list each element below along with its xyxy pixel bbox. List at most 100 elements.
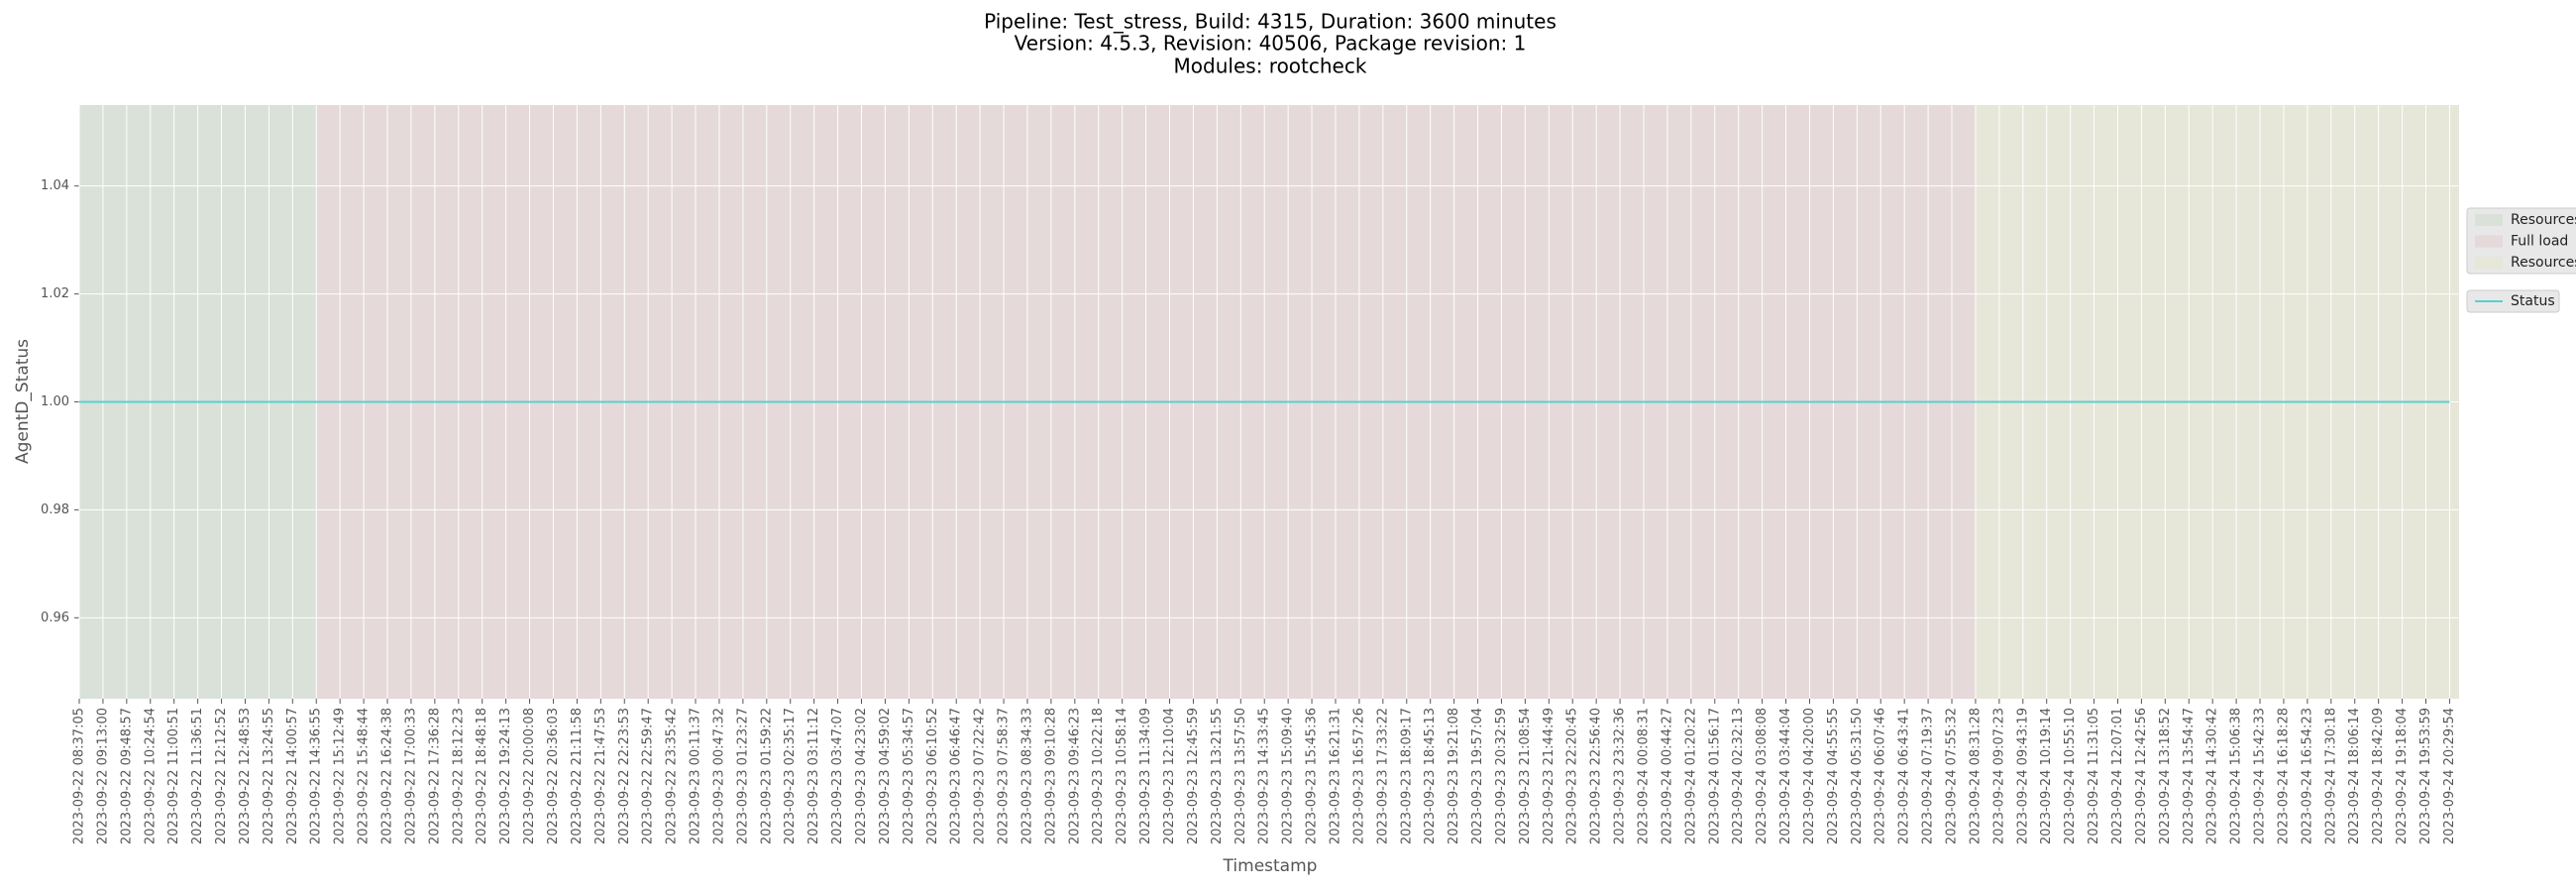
x-tick-label: 2023-09-22 09:48:57 [119,708,134,844]
x-tick-label: 2023-09-22 19:24:13 [498,708,513,844]
x-tick-label: 2023-09-23 11:34:09 [1138,708,1153,844]
x-tick-label: 2023-09-22 16:24:38 [380,708,395,844]
x-tick-label: 2023-09-24 05:31:50 [1850,708,1865,844]
x-tick-label: 2023-09-23 22:56:40 [1589,708,1604,844]
x-tick-label: 2023-09-23 10:22:18 [1091,708,1106,844]
x-tick-label: 2023-09-23 10:58:14 [1115,708,1129,844]
x-tick-label: 2023-09-23 01:59:22 [759,708,774,844]
chart-title: Pipeline: Test_stress, Build: 4315, Dura… [984,10,1556,34]
x-tick-label: 2023-09-24 09:07:23 [1991,708,2006,844]
x-tick-label: 2023-09-22 11:00:51 [166,708,181,844]
x-tick-label: 2023-09-24 19:53:59 [2418,708,2433,844]
x-tick-label: 2023-09-24 03:08:08 [1755,708,1770,844]
x-tick-label: 2023-09-22 15:12:49 [333,708,348,844]
y-tick-label: 1.04 [41,178,69,193]
x-tick-label: 2023-09-24 01:20:22 [1683,708,1698,844]
x-tick-label: 2023-09-24 20:29:54 [2442,708,2457,844]
x-tick-label: 2023-09-22 20:00:08 [522,708,537,844]
x-tick-label: 2023-09-23 01:23:27 [735,708,750,844]
legend-label: Resources [2511,212,2576,228]
y-tick-label: 0.98 [41,502,69,517]
x-tick-label: 2023-09-23 09:10:28 [1043,708,1058,844]
x-tick-label: 2023-09-23 13:21:55 [1210,708,1225,844]
x-tick-label: 2023-09-24 08:31:28 [1968,708,1983,844]
x-tick-label: 2023-09-22 15:48:44 [357,708,372,844]
y-tick-label: 1.00 [41,394,69,409]
x-tick-label: 2023-09-23 07:22:42 [973,708,988,844]
x-tick-label: 2023-09-24 18:06:14 [2347,708,2362,844]
x-tick-label: 2023-09-24 14:30:42 [2205,708,2220,844]
legend-label: Resources [2511,255,2576,271]
x-tick-label: 2023-09-24 15:42:33 [2253,708,2268,844]
x-tick-label: 2023-09-23 00:47:32 [711,708,726,844]
x-tick-label: 2023-09-23 03:47:07 [830,708,845,844]
x-tick-label: 2023-09-23 06:46:47 [949,708,964,844]
x-tick-label: 2023-09-23 19:21:08 [1447,708,1461,844]
x-tick-label: 2023-09-22 23:35:42 [665,708,680,844]
x-tick-label: 2023-09-23 22:20:45 [1565,708,1580,844]
x-tick-label: 2023-09-23 15:45:36 [1305,708,1320,844]
x-tick-label: 2023-09-22 13:24:55 [262,708,276,844]
x-tick-label: 2023-09-22 22:59:47 [641,708,656,844]
x-tick-label: 2023-09-24 13:54:47 [2182,708,2197,844]
x-tick-label: 2023-09-22 14:36:55 [309,708,324,844]
x-tick-label: 2023-09-23 04:23:02 [854,708,869,844]
x-tick-label: 2023-09-24 18:42:09 [2371,708,2386,844]
chart-title: Modules: rootcheck [1174,55,1367,78]
x-tick-label: 2023-09-23 15:09:40 [1281,708,1296,844]
x-tick-label: 2023-09-23 00:11:37 [689,708,703,844]
x-tick-label: 2023-09-23 19:57:04 [1470,708,1485,844]
x-tick-label: 2023-09-24 00:44:27 [1660,708,1674,844]
x-tick-label: 2023-09-22 12:12:52 [214,708,229,844]
x-tick-label: 2023-09-22 11:36:51 [190,708,205,844]
legend-label: Status [2511,293,2555,309]
x-tick-label: 2023-09-23 13:57:50 [1234,708,1248,844]
x-tick-label: 2023-09-23 06:10:52 [925,708,940,844]
x-tick-label: 2023-09-24 07:55:32 [1945,708,1960,844]
legend-swatch [2475,214,2503,226]
x-tick-label: 2023-09-22 21:11:58 [570,708,585,844]
x-tick-label: 2023-09-24 07:19:37 [1921,708,1936,844]
x-tick-label: 2023-09-24 16:18:28 [2276,708,2291,844]
legend-box [2466,289,2560,313]
y-tick-label: 1.02 [41,286,69,301]
x-tick-label: 2023-09-23 12:45:59 [1186,708,1201,844]
x-tick-label: 2023-09-23 04:59:02 [878,708,893,844]
x-tick-label: 2023-09-23 14:33:45 [1257,708,1272,844]
x-tick-label: 2023-09-24 09:43:19 [2015,708,2030,844]
x-tick-label: 2023-09-24 11:31:05 [2087,708,2101,844]
x-tick-label: 2023-09-22 17:00:33 [403,708,418,844]
x-tick-label: 2023-09-24 04:55:55 [1826,708,1841,844]
x-tick-label: 2023-09-24 10:55:10 [2063,708,2078,844]
x-tick-label: 2023-09-22 22:23:53 [617,708,632,844]
x-tick-label: 2023-09-22 21:47:53 [593,708,608,844]
x-tick-label: 2023-09-22 14:00:57 [285,708,300,844]
x-tick-label: 2023-09-24 12:42:56 [2134,708,2149,844]
x-tick-label: 2023-09-23 18:45:13 [1423,708,1438,844]
x-tick-label: 2023-09-24 12:07:01 [2110,708,2125,844]
x-tick-label: 2023-09-24 19:18:04 [2395,708,2410,844]
x-tick-label: 2023-09-24 01:56:17 [1707,708,1722,844]
x-tick-label: 2023-09-23 03:11:12 [806,708,821,844]
x-tick-label: 2023-09-24 03:44:04 [1778,708,1793,844]
x-tick-label: 2023-09-23 09:46:23 [1067,708,1082,844]
x-tick-label: 2023-09-24 17:30:18 [2323,708,2338,844]
legend-label: Full load [2511,234,2568,250]
x-tick-label: 2023-09-23 07:58:37 [997,708,1012,844]
y-tick-label: 0.96 [41,611,69,625]
x-tick-label: 2023-09-22 18:48:18 [475,708,489,844]
x-tick-label: 2023-09-22 18:12:23 [451,708,466,844]
x-tick-label: 2023-09-23 12:10:04 [1162,708,1177,844]
x-tick-label: 2023-09-24 02:32:13 [1731,708,1746,844]
x-tick-label: 2023-09-24 15:06:38 [2229,708,2244,844]
x-tick-label: 2023-09-23 08:34:33 [1020,708,1034,844]
x-tick-label: 2023-09-22 20:36:03 [546,708,561,844]
x-tick-label: 2023-09-23 05:34:57 [902,708,916,844]
x-tick-label: 2023-09-22 10:24:54 [143,708,158,844]
chart-title: Version: 4.5.3, Revision: 40506, Package… [1015,32,1527,56]
x-tick-label: 2023-09-24 04:20:00 [1802,708,1817,844]
x-tick-label: 2023-09-24 00:08:31 [1637,708,1652,844]
y-axis-label: AgentD_Status [13,339,33,464]
x-tick-label: 2023-09-22 09:13:00 [95,708,110,844]
